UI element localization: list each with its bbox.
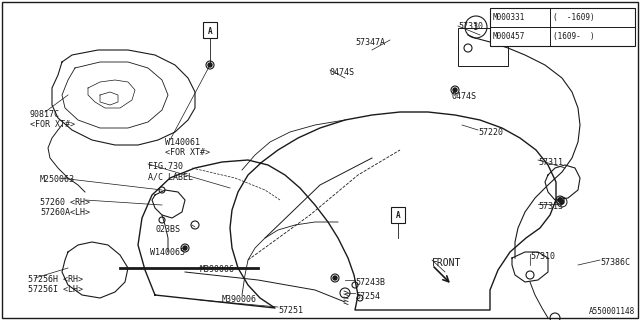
Circle shape xyxy=(333,276,337,280)
Text: 57256I <LH>: 57256I <LH> xyxy=(28,285,83,294)
Text: 57220: 57220 xyxy=(478,128,503,137)
Text: 57347A: 57347A xyxy=(355,38,385,47)
Text: 57243B: 57243B xyxy=(355,278,385,287)
Text: FIG.730: FIG.730 xyxy=(148,162,183,171)
Text: 57386C: 57386C xyxy=(600,258,630,267)
Text: 0474S: 0474S xyxy=(452,92,477,101)
Text: M390006: M390006 xyxy=(222,295,257,304)
Text: 57260A<LH>: 57260A<LH> xyxy=(40,208,90,217)
Text: 023BS: 023BS xyxy=(155,225,180,234)
Text: M390006: M390006 xyxy=(200,265,235,274)
Text: 57256H <RH>: 57256H <RH> xyxy=(28,275,83,284)
Circle shape xyxy=(208,63,212,67)
Text: A550001148: A550001148 xyxy=(589,307,635,316)
Text: 57313: 57313 xyxy=(538,202,563,211)
Text: 57254: 57254 xyxy=(355,292,380,301)
Circle shape xyxy=(558,198,562,202)
Text: M250063: M250063 xyxy=(40,175,75,184)
Text: (1609-  ): (1609- ) xyxy=(553,32,595,41)
Text: 57251: 57251 xyxy=(278,306,303,315)
Text: A: A xyxy=(208,27,212,36)
Text: <FOR XT#>: <FOR XT#> xyxy=(30,120,75,129)
Bar xyxy=(391,207,405,223)
Circle shape xyxy=(453,88,457,92)
Bar xyxy=(458,28,508,66)
Text: M000457: M000457 xyxy=(493,32,525,41)
Circle shape xyxy=(183,246,187,250)
Text: (  -1609): ( -1609) xyxy=(553,13,595,22)
Text: 90817C: 90817C xyxy=(30,110,60,119)
Bar xyxy=(490,8,635,46)
Text: FRONT: FRONT xyxy=(432,258,461,268)
Bar xyxy=(203,22,217,38)
Text: M000331: M000331 xyxy=(493,13,525,22)
Text: 57330: 57330 xyxy=(458,22,483,31)
Text: 0474S: 0474S xyxy=(330,68,355,77)
Circle shape xyxy=(560,200,564,204)
Text: 57260 <RH>: 57260 <RH> xyxy=(40,198,90,207)
Text: 57311: 57311 xyxy=(538,158,563,167)
Text: W140061: W140061 xyxy=(165,138,200,147)
Text: W140065: W140065 xyxy=(150,248,185,257)
Text: 1: 1 xyxy=(474,22,479,31)
Text: <FOR XT#>: <FOR XT#> xyxy=(165,148,210,157)
Text: 57310: 57310 xyxy=(530,252,555,261)
Text: A/C LABEL: A/C LABEL xyxy=(148,172,193,181)
Text: A: A xyxy=(396,212,400,220)
